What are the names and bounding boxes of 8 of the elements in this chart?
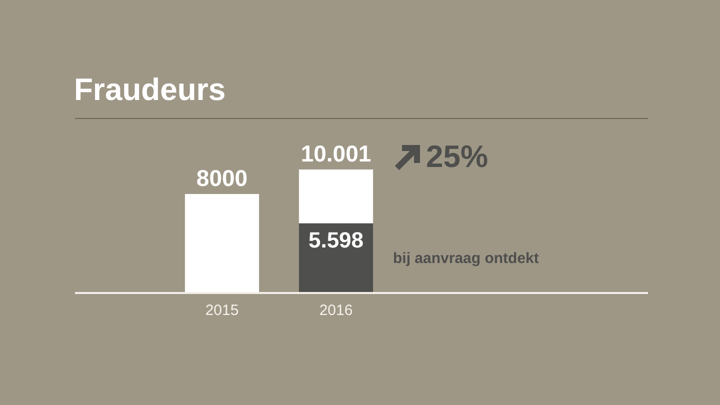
x-tick-label: 2015 [205,302,239,320]
data-label: 8000 [196,164,248,191]
text: 25% [426,139,488,175]
data-label: 5.598 [308,227,364,252]
annotation: bij aanvraag ontdekt [393,250,539,267]
chart-title: Fraudeurs [74,72,226,108]
total-label: 10.001 [300,140,372,166]
x-tick-label: 2016 [319,302,353,320]
